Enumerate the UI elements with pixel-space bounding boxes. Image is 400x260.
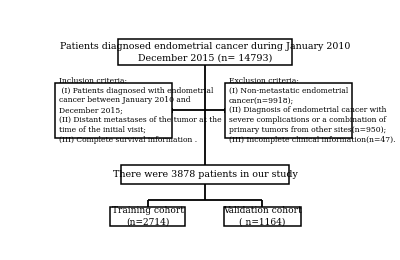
Bar (225, 83, 352, 138)
Bar (224, 207, 301, 226)
Bar (110, 207, 185, 226)
Text: Patients diagnosed endometrial cancer during January 2010
December 2015 (n= 1479: Patients diagnosed endometrial cancer du… (60, 42, 350, 62)
Text: Validation cohort
( n=1164): Validation cohort ( n=1164) (223, 206, 302, 226)
Text: There were 3878 patients in our study: There were 3878 patients in our study (112, 170, 298, 179)
Bar (121, 165, 289, 184)
Text: Inclusion criteria:
 (I) Patients diagnosed with endometrial
cancer between Janu: Inclusion criteria: (I) Patients diagnos… (59, 77, 222, 144)
Bar (56, 83, 172, 138)
Text: Training cohort
(n=2714): Training cohort (n=2714) (112, 206, 184, 226)
Text: Exclusion criteria:
(I) Non-metastatic endometrial
cancer(n=9918);
(II) Diagnosi: Exclusion criteria: (I) Non-metastatic e… (229, 77, 395, 144)
Bar (118, 39, 292, 65)
